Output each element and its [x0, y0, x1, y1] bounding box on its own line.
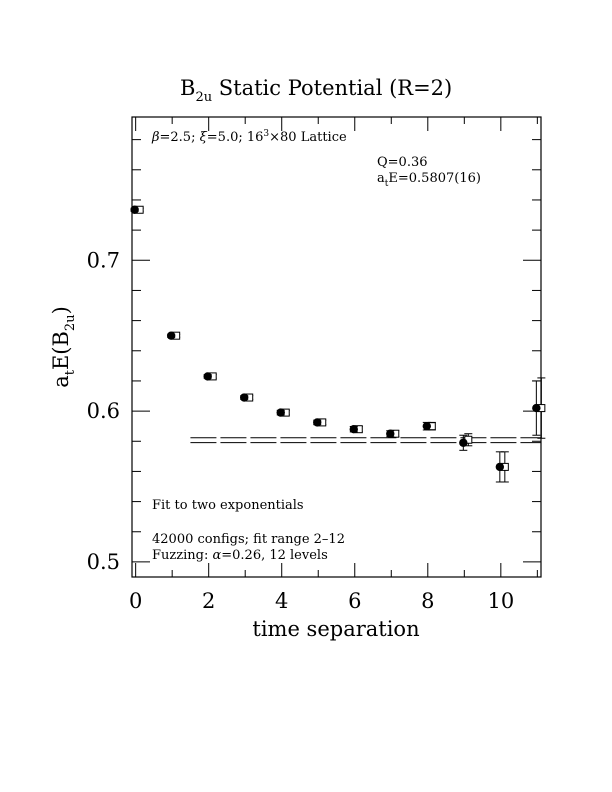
svg-text:atE(B2u): atE(B2u)	[49, 306, 78, 388]
data-point-circle	[203, 372, 212, 381]
x-tick-label: 0	[129, 589, 142, 613]
data-point-circle	[459, 438, 468, 447]
data-point-circle	[313, 418, 322, 427]
x-axis-tick-labels: 0 2 4 6 8 10	[129, 589, 514, 613]
data-point-circle	[532, 403, 541, 413]
y-tick-label: 0.7	[87, 248, 120, 272]
data-point-circle	[130, 205, 139, 214]
energy-annotation: atE=0.5807(16)	[377, 171, 481, 189]
data-point-circle	[495, 462, 505, 472]
x-tick-label: 2	[202, 589, 215, 613]
data-point-circle	[349, 424, 358, 434]
x-tick-label: 10	[487, 589, 514, 613]
y-tick-label: 0.5	[87, 550, 120, 574]
x-axis-ticks	[135, 117, 538, 577]
data-point-circle	[276, 408, 285, 417]
y-axis-label: atE(B2u)	[49, 306, 78, 388]
data-point-circle	[386, 429, 395, 438]
fuzzing-annotation: Fuzzing: α=0.26, 12 levels	[152, 548, 328, 563]
y-axis-tick-labels: 0.5 0.6 0.7	[87, 248, 120, 574]
data-point-circle	[240, 393, 249, 402]
data-series	[130, 205, 546, 483]
x-tick-label: 8	[421, 589, 434, 613]
q-annotation: Q=0.36	[377, 155, 428, 170]
plot-frame	[131, 116, 542, 578]
x-tick-label: 4	[275, 589, 288, 613]
lattice-annotation: β=2.5; ξ=5.0; 163×80 Lattice	[151, 129, 347, 145]
configs-annotation: 42000 configs; fit range 2–12	[152, 532, 345, 547]
chart-title: B2u Static Potential (R=2)	[180, 76, 452, 105]
data-point-circle	[166, 331, 176, 340]
fit-band	[190, 437, 541, 444]
x-tick-label: 6	[348, 589, 361, 613]
x-axis-label: time separation	[252, 617, 419, 641]
y-tick-label: 0.6	[87, 399, 120, 423]
fit-annotation: Fit to two exponentials	[152, 498, 304, 513]
data-point-circle	[422, 421, 431, 431]
